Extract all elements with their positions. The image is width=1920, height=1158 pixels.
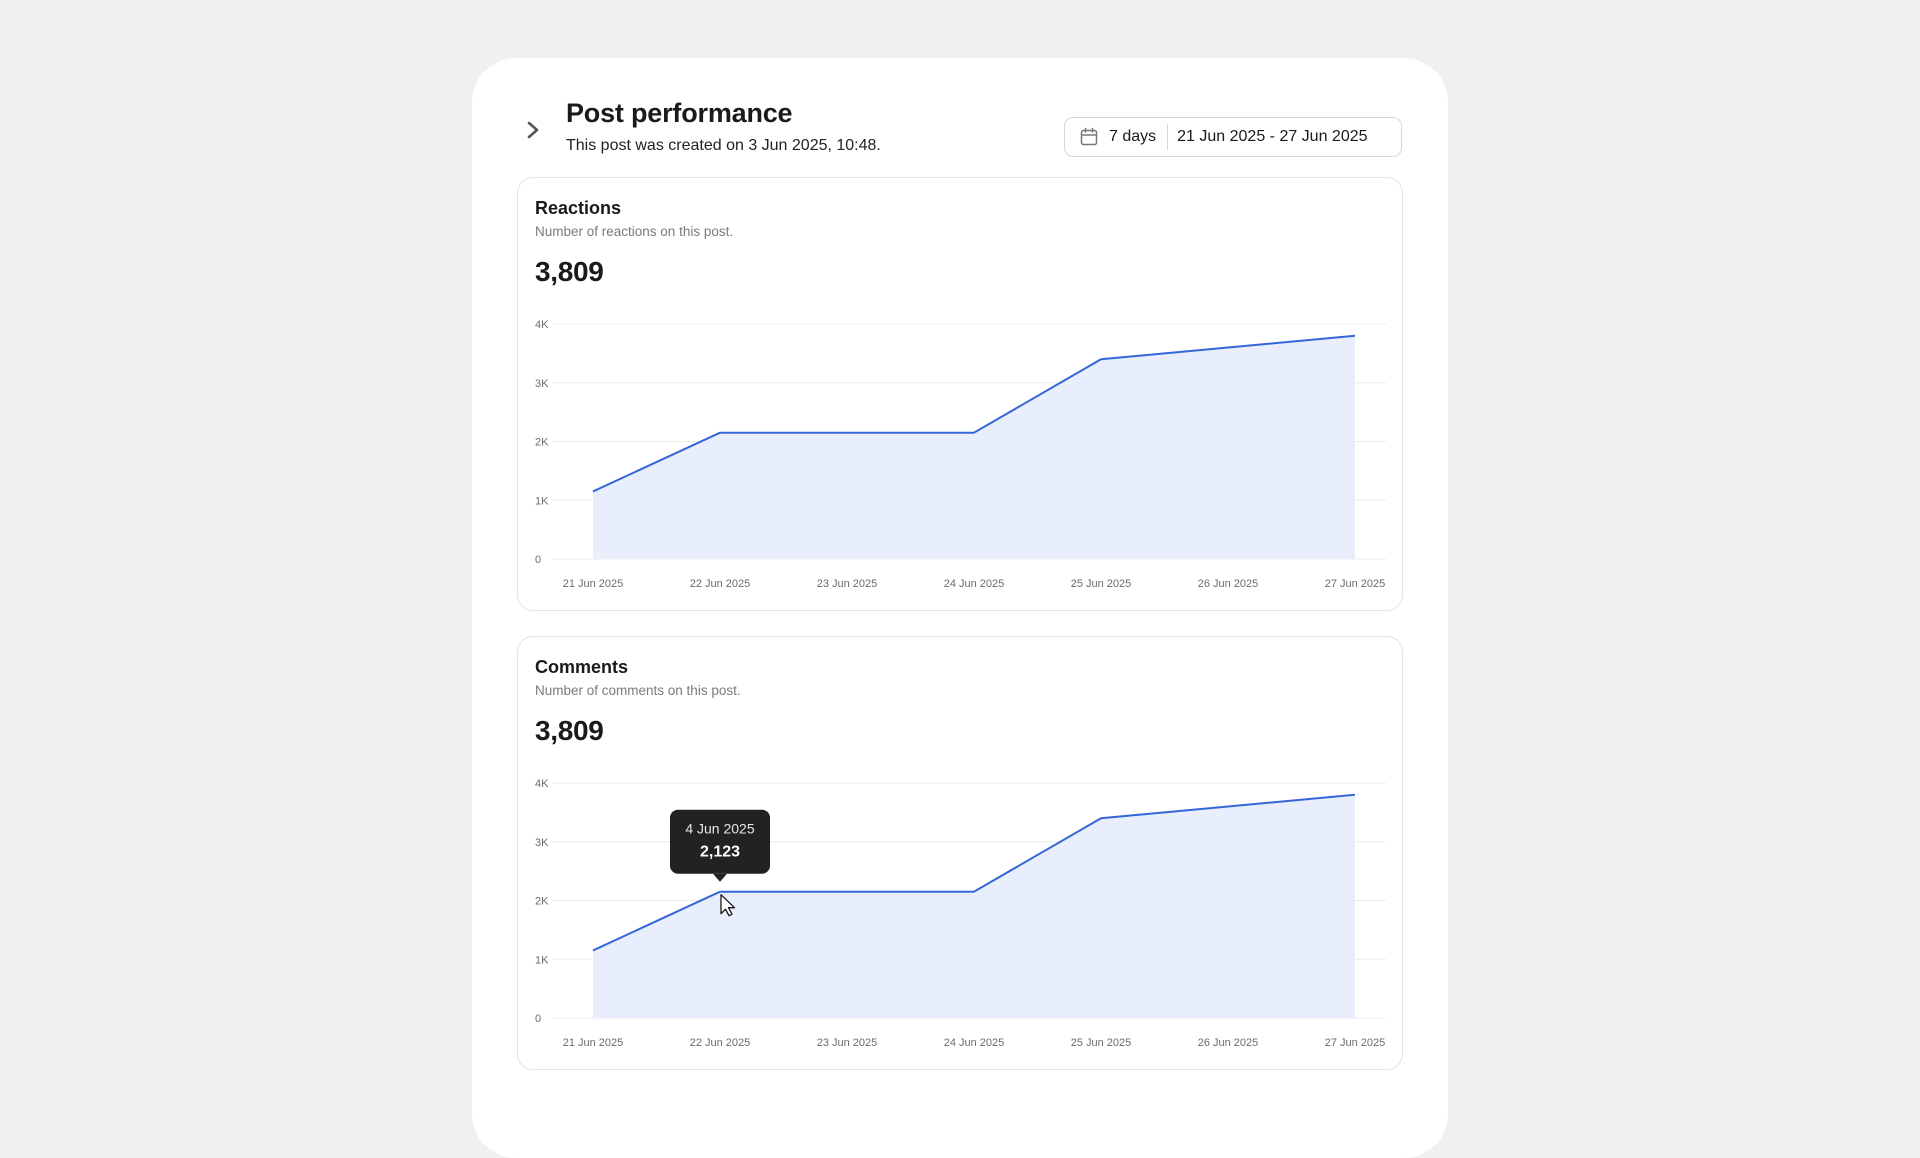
card-description: Number of comments on this post. bbox=[535, 683, 741, 698]
x-tick-label: 23 Jun 2025 bbox=[817, 578, 878, 590]
y-tick-label: 3K bbox=[535, 837, 549, 849]
y-tick-label: 4K bbox=[535, 778, 549, 790]
card-title: Comments bbox=[535, 657, 629, 677]
x-tick-label: 27 Jun 2025 bbox=[1325, 1037, 1386, 1049]
calendar-icon bbox=[1080, 127, 1098, 146]
x-tick-label: 26 Jun 2025 bbox=[1198, 1037, 1259, 1049]
post-performance-panel: Post performance This post was created o… bbox=[472, 58, 1448, 1158]
series-line bbox=[592, 334, 1356, 493]
x-tick-label: 25 Jun 2025 bbox=[1071, 578, 1132, 590]
y-tick-label: 0 bbox=[535, 1013, 541, 1025]
date-range-picker[interactable]: 7 days 21 Jun 2025 - 27 Jun 2025 bbox=[1064, 117, 1402, 157]
x-tick-label: 26 Jun 2025 bbox=[1198, 578, 1259, 590]
y-tick-label: 1K bbox=[535, 495, 549, 507]
x-tick-label: 21 Jun 2025 bbox=[563, 578, 624, 590]
tooltip-value: 2,123 bbox=[700, 844, 740, 861]
x-tick-label: 23 Jun 2025 bbox=[817, 1037, 878, 1049]
x-tick-label: 22 Jun 2025 bbox=[690, 1037, 751, 1049]
page-title: Post performance bbox=[566, 98, 793, 128]
date-picker-divider bbox=[1167, 124, 1169, 150]
comments-chart[interactable]: 0 1K 2K 3K 4K 21 Jun 2025 22 Jun 2025 23 Jun 20… bbox=[518, 637, 1404, 1071]
page-subtitle: This post was created on 3 Jun 2025, 10:… bbox=[566, 137, 881, 154]
series-area bbox=[593, 335, 1355, 559]
date-range-label: 21 Jun 2025 - 27 Jun 2025 bbox=[1177, 128, 1368, 145]
y-tick-label: 4K bbox=[535, 319, 549, 331]
card-total-value: 3,809 bbox=[535, 715, 604, 746]
mouse-cursor-icon bbox=[720, 894, 736, 917]
x-tick-label: 22 Jun 2025 bbox=[690, 578, 751, 590]
x-tick-label: 27 Jun 2025 bbox=[1325, 578, 1386, 590]
reactions-card: Reactions Number of reactions on this po… bbox=[517, 177, 1403, 611]
card-total-value: 3,809 bbox=[535, 256, 604, 287]
y-tick-label: 0 bbox=[535, 554, 541, 566]
tooltip-title: 4 Jun 2025 bbox=[685, 821, 754, 837]
card-title: Reactions bbox=[535, 198, 622, 218]
y-tick-label: 2K bbox=[535, 437, 549, 449]
y-tick-label: 2K bbox=[535, 896, 549, 908]
card-description: Number of reactions on this post. bbox=[535, 224, 734, 239]
date-preset-label: 7 days bbox=[1109, 128, 1157, 145]
x-tick-label: 25 Jun 2025 bbox=[1071, 1037, 1132, 1049]
y-tick-label: 3K bbox=[535, 378, 549, 390]
x-tick-label: 24 Jun 2025 bbox=[944, 1037, 1005, 1049]
chevron-right-icon[interactable] bbox=[522, 116, 544, 144]
y-tick-label: 1K bbox=[535, 954, 549, 966]
reactions-chart[interactable]: 0 1K 2K 3K 4K 21 Jun 2025 22 Jun 2025 23 Jun 20… bbox=[518, 178, 1404, 612]
comments-card: Comments Number of comments on this post… bbox=[517, 636, 1403, 1070]
chart-tooltip: 4 Jun 2025 2,123 bbox=[670, 809, 770, 882]
series-area bbox=[593, 794, 1355, 1018]
x-tick-label: 21 Jun 2025 bbox=[563, 1037, 624, 1049]
x-tick-label: 24 Jun 2025 bbox=[944, 578, 1005, 590]
tooltip-box bbox=[670, 809, 770, 874]
tooltip-pointer bbox=[713, 873, 727, 882]
series-line bbox=[592, 793, 1356, 952]
